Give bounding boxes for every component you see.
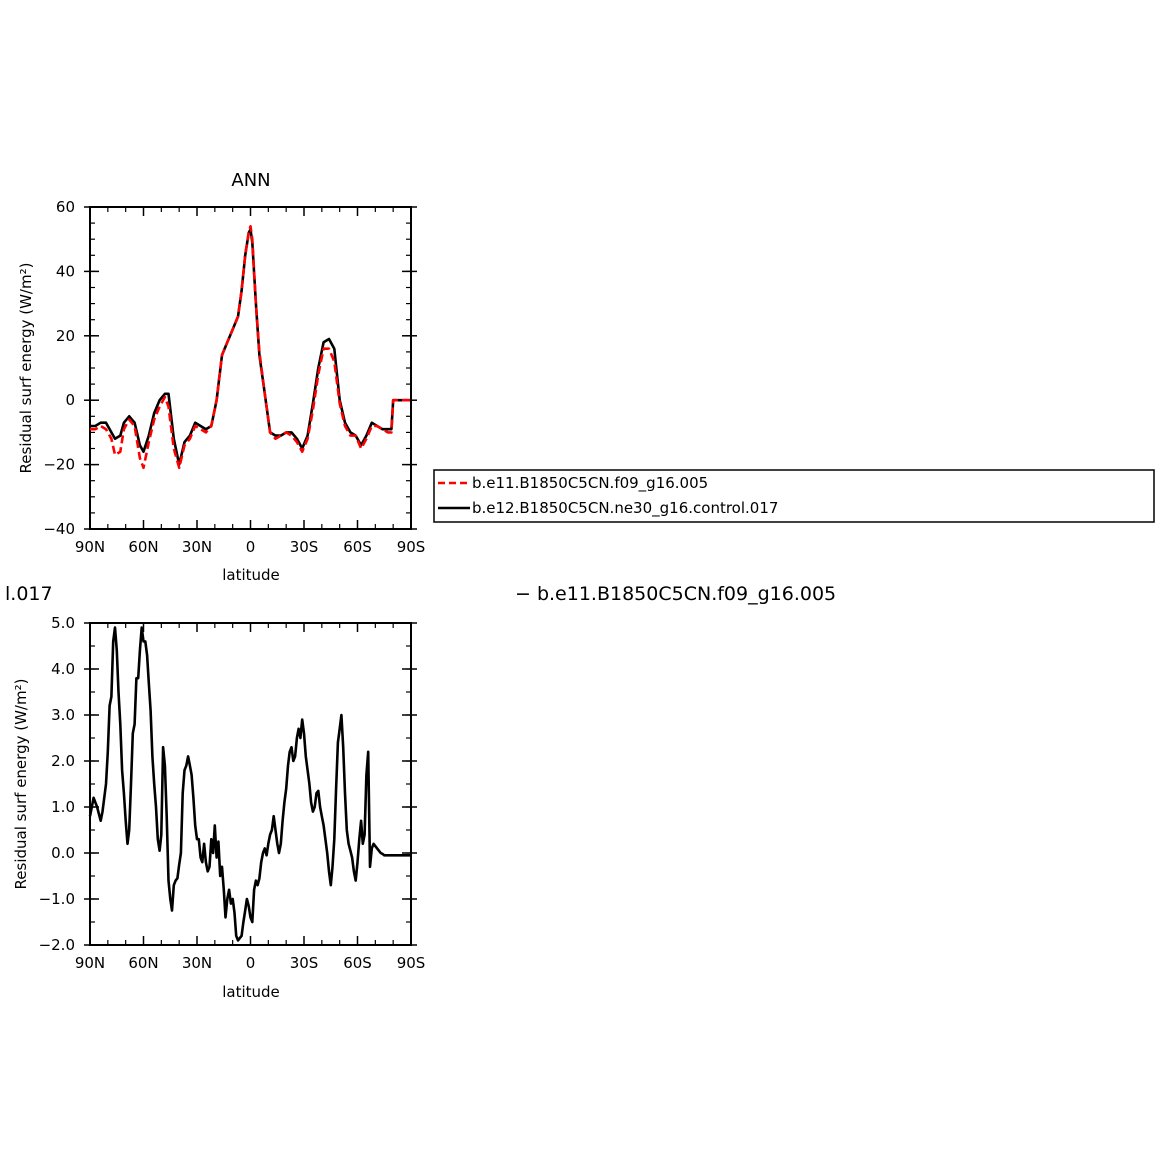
top-series-line-2 — [90, 228, 411, 466]
bottom-ytick-label: 0.0 — [51, 844, 75, 862]
bottom-series — [88, 626, 411, 942]
top-ytick-label: 20 — [56, 327, 75, 345]
bottom-xtick-label: 60N — [128, 954, 158, 972]
top-ytick-label: −40 — [43, 520, 75, 538]
top-plot-frame — [89, 206, 412, 530]
bottom-ytick-label: 2.0 — [51, 752, 75, 770]
top-ylabel: Residual surf energy (W/m²) — [17, 263, 35, 474]
top-xlabel: latitude — [222, 566, 280, 584]
bottom-ylabel: Residual surf energy (W/m²) — [12, 679, 30, 890]
bottom-xtick-label: 30N — [182, 954, 212, 972]
top-ytick-label: 60 — [56, 198, 75, 216]
top-xtick-label: 60S — [343, 538, 372, 556]
legend-label-series-2: b.e12.B1850C5CN.ne30_g16.control.017 — [472, 499, 778, 518]
bottom-xtick-label: 30S — [290, 954, 319, 972]
bottom-ytick-label: 3.0 — [51, 706, 75, 724]
bottom-axes-ticks: 90N 60N 30N 0 30S 60S 90S 5.0 4.0 3.0 2.0 1.0 0.0 −1.… — [39, 614, 426, 972]
bottom-panel: 90N 60N 30N 0 30S 60S 90S 5.0 4.0 3.0 2.0 1.0 0.0 −1.… — [12, 614, 425, 1001]
top-xtick-label: 0 — [246, 538, 256, 556]
bottom-ytick-label: −1.0 — [39, 890, 75, 908]
bottom-xtick-label: 0 — [246, 954, 256, 972]
bottom-title-right-fragment: − b.e11.B1850C5CN.f09_g16.005 — [515, 583, 836, 605]
top-xtick-label: 30N — [182, 538, 212, 556]
bottom-ytick-label: 4.0 — [51, 660, 75, 678]
top-xtick-label: 90S — [397, 538, 426, 556]
top-panel: ANN 90N 60N 30N 0 30S 60S 90S 60 40 20 0 −20 −40 Res… — [17, 170, 425, 584]
top-ytick-label: 40 — [56, 262, 75, 280]
top-xtick-label: 60N — [128, 538, 158, 556]
bottom-ytick-label: 5.0 — [51, 614, 75, 632]
top-axes-ticks: 90N 60N 30N 0 30S 60S 90S 60 40 20 0 −20 −40 — [43, 198, 425, 556]
bottom-ytick-label: −2.0 — [39, 936, 75, 954]
legend: b.e11.B1850C5CN.f09_g16.005 b.e12.B1850C… — [433, 469, 1155, 523]
bottom-xlabel: latitude — [222, 983, 280, 1001]
top-series — [90, 225, 411, 470]
top-panel-title: ANN — [231, 170, 270, 191]
top-xtick-label: 30S — [290, 538, 319, 556]
bottom-xtick-label: 90S — [397, 954, 426, 972]
top-xtick-label: 90N — [75, 538, 105, 556]
bottom-ytick-label: 1.0 — [51, 798, 75, 816]
legend-box — [433, 469, 1155, 523]
bottom-xtick-label: 90N — [75, 954, 105, 972]
bottom-xtick-label: 60S — [343, 954, 372, 972]
top-series-line-1 — [90, 225, 411, 470]
bottom-series-line-1 — [88, 626, 411, 942]
top-ytick-label: 0 — [65, 391, 75, 409]
bottom-title-left-fragment: l.017 — [5, 583, 53, 605]
top-ytick-label: −20 — [43, 456, 75, 474]
legend-label-series-1: b.e11.B1850C5CN.f09_g16.005 — [472, 474, 708, 493]
